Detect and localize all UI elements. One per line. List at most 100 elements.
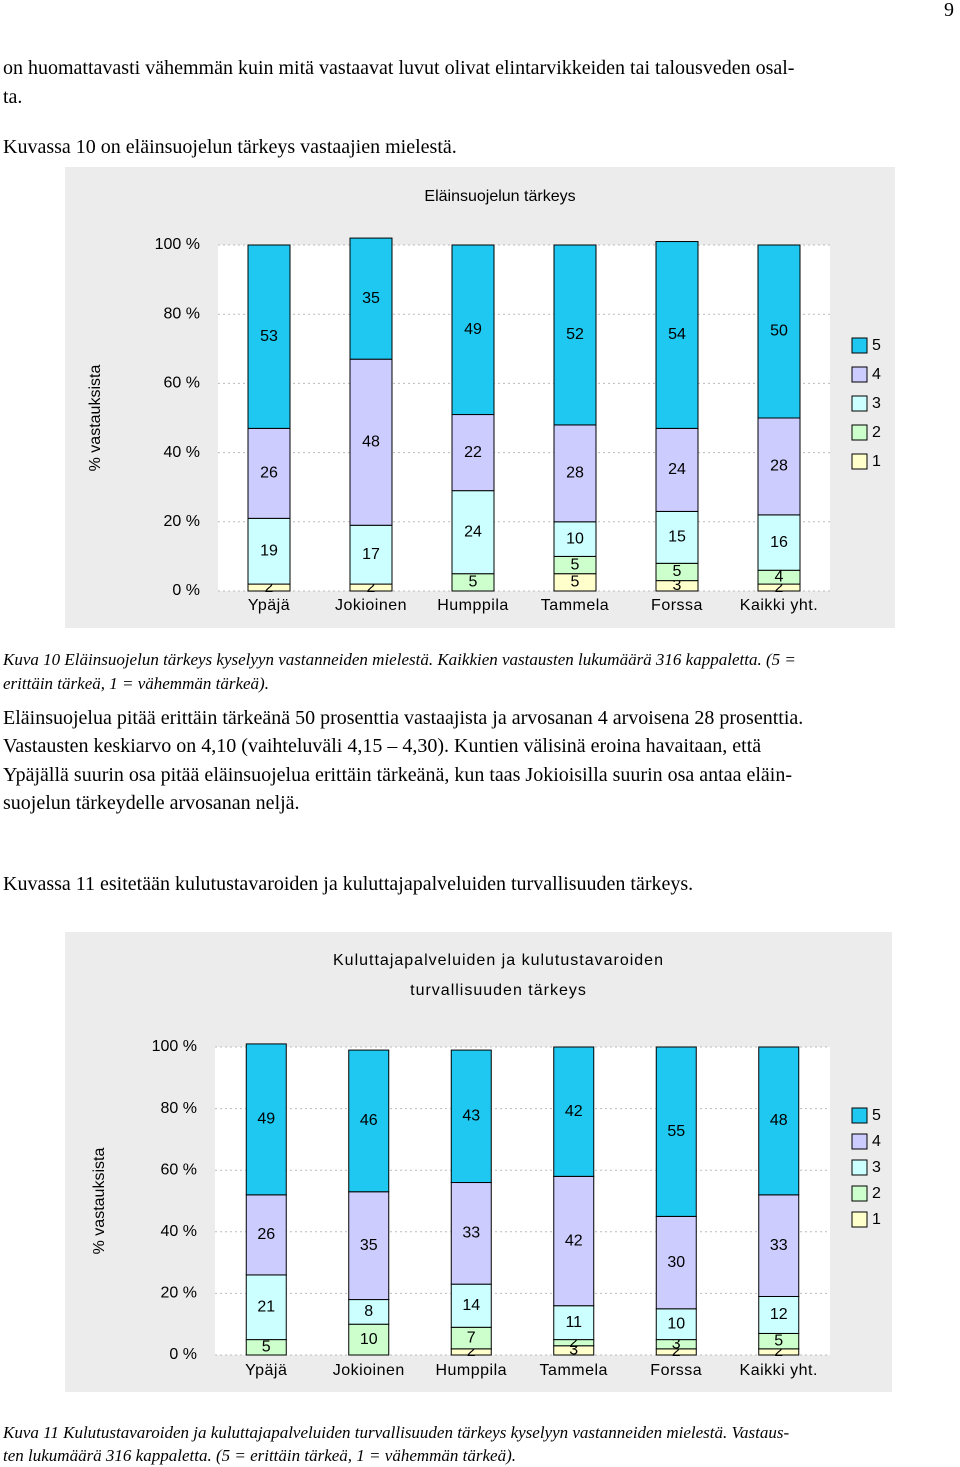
x-tick-label: Forssa (651, 597, 703, 614)
chart-title: Eläinsuojelun tärkeys (424, 188, 575, 205)
legend-swatch (851, 424, 868, 441)
text-line: Vastausten keskiarvo on 4,10 (vaihteluvä… (3, 735, 761, 757)
value-label: 52 (566, 326, 584, 343)
value-label: 55 (667, 1123, 685, 1140)
value-label: 35 (360, 1237, 378, 1254)
bar-segment (348, 1191, 390, 1301)
legend-label: 1 (872, 1211, 881, 1228)
value-label: 28 (770, 458, 788, 475)
y-tick-label: 100 % (152, 1038, 197, 1055)
y-tick-label: 80 % (161, 1100, 197, 1117)
value-label: 4 (775, 568, 784, 585)
value-label: 42 (565, 1232, 583, 1249)
y-tick-label: 40 % (161, 1223, 197, 1240)
value-label: 2 (467, 1343, 476, 1360)
page-number: 9 (944, 0, 954, 21)
legend-swatch (851, 1107, 868, 1124)
legend-swatch (851, 453, 868, 470)
bar-segment (245, 1043, 287, 1196)
bar-segment (349, 237, 393, 360)
text-line: suojelun tärkeydelle arvosanan neljä. (3, 792, 300, 814)
bar-segment (655, 1215, 697, 1310)
bar-segment (349, 358, 393, 526)
value-label: 3 (673, 577, 682, 594)
value-label: 10 (360, 1331, 378, 1348)
bar-segment (348, 1299, 390, 1325)
value-label: 8 (364, 1303, 373, 1320)
text-line: Kuvassa 11 esitetään kulutustavaroiden j… (3, 873, 693, 895)
text-line: ta. (3, 86, 22, 108)
value-label: 12 (770, 1306, 788, 1323)
value-label: 5 (571, 574, 580, 591)
chart-title: Kuluttajapalveluiden ja kulutustavaroide… (333, 952, 664, 969)
value-label: 49 (464, 321, 482, 338)
text-line: on huomattavasti vähemmän kuin mitä vast… (3, 57, 794, 79)
bar-segment (553, 1305, 595, 1341)
legend-swatch (851, 395, 868, 412)
bar-segment (757, 244, 801, 419)
bar-segment (758, 1295, 800, 1334)
bar-segment (655, 241, 699, 429)
y-tick-label: 80 % (164, 305, 200, 322)
value-label: 14 (462, 1297, 480, 1314)
legend-label: 3 (872, 395, 881, 412)
value-label: 19 (260, 542, 278, 559)
value-label: 54 (668, 326, 686, 343)
plot-area (218, 245, 830, 591)
x-tick-label: Humppila (435, 1362, 507, 1379)
bar-segment (450, 1182, 492, 1285)
value-label: 22 (464, 444, 482, 461)
legend-swatch (851, 366, 868, 383)
x-tick-label: Jokioinen (335, 597, 407, 614)
value-label: 43 (462, 1108, 480, 1125)
value-label: 17 (362, 546, 380, 563)
bar-segment (655, 427, 699, 512)
value-label: 26 (260, 465, 278, 482)
value-label: 11 (565, 1314, 582, 1331)
value-label: 2 (265, 579, 274, 596)
value-label: 26 (257, 1226, 275, 1243)
bar-segment (247, 517, 291, 585)
text-line: Kuvassa 10 on eläinsuojelun tärkeys vast… (3, 136, 457, 158)
bar-segment (451, 414, 495, 492)
y-tick-label: 20 % (164, 513, 200, 530)
bar-segment (451, 244, 495, 416)
value-label: 5 (262, 1339, 271, 1356)
value-label: 48 (770, 1112, 788, 1129)
x-tick-label: Tammela (541, 597, 609, 614)
value-label: 2 (775, 579, 784, 596)
value-label: 15 (668, 529, 686, 546)
value-label: 28 (566, 465, 584, 482)
bar-segment (450, 1283, 492, 1328)
bar-segment (450, 1049, 492, 1184)
legend-label: 5 (872, 337, 881, 354)
value-label: 24 (464, 523, 482, 540)
bar-segment (553, 1175, 595, 1307)
value-label: 53 (260, 328, 278, 345)
value-label: 2 (672, 1343, 681, 1360)
value-label: 46 (360, 1112, 378, 1129)
value-label: 10 (566, 530, 584, 547)
value-label: 16 (770, 534, 788, 551)
value-label: 7 (467, 1329, 476, 1346)
legend-swatch (851, 1133, 868, 1150)
bar-segment (655, 1046, 697, 1217)
value-label: 2 (367, 579, 376, 596)
value-label: 2 (774, 1343, 783, 1360)
bar-segment (247, 244, 291, 429)
text-line: Eläinsuojelua pitää erittäin tärkeänä 50… (3, 707, 803, 729)
chart-title: turvallisuuden tärkeys (410, 982, 587, 999)
value-label: 5 (469, 574, 478, 591)
bar-segment (655, 1308, 697, 1341)
x-tick-label: Ypäjä (245, 1362, 287, 1379)
bar-segment (655, 510, 699, 564)
value-label: 24 (668, 461, 686, 478)
bar-segment (348, 1323, 390, 1356)
legend-label: 2 (872, 424, 881, 441)
y-tick-label: 20 % (161, 1285, 197, 1302)
value-label: 50 (770, 323, 788, 340)
bar-segment (245, 1274, 287, 1341)
value-label: 42 (565, 1103, 583, 1120)
legend-label: 1 (872, 453, 881, 470)
